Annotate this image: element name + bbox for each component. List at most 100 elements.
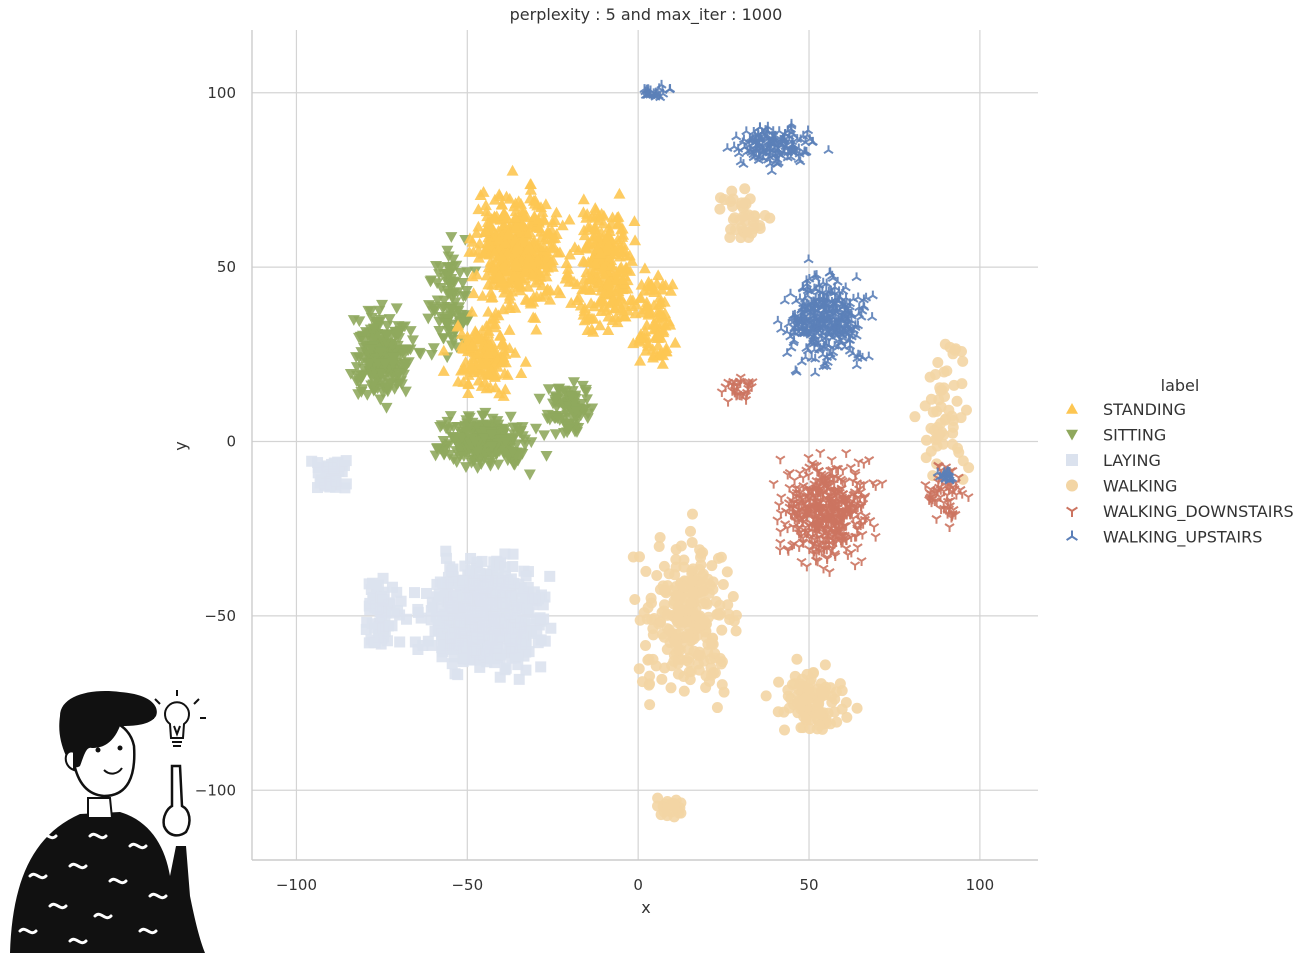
point-standing (594, 247, 607, 259)
point-walking (957, 455, 969, 467)
point-standing (629, 234, 642, 246)
point-walking (727, 591, 739, 603)
point-laying (458, 652, 470, 664)
y-tick-label: −50 (204, 607, 236, 625)
point-walking-downstairs (931, 514, 942, 524)
point-standing (524, 183, 537, 195)
point-standing (457, 363, 470, 375)
point-walking (743, 231, 755, 243)
y-tick-label: 0 (226, 433, 236, 451)
point-sitting (367, 379, 380, 391)
point-walking-downstairs (816, 470, 827, 480)
point-walking (668, 801, 680, 813)
legend-marker-walking (1066, 479, 1078, 492)
point-standing (472, 220, 485, 232)
point-walking (639, 639, 651, 651)
point-standing (497, 354, 510, 366)
point-walking (948, 379, 960, 391)
point-standing (532, 213, 545, 225)
point-walking-upstairs (823, 145, 834, 155)
point-walking (658, 599, 670, 611)
point-sitting (567, 377, 580, 389)
point-walking-downstairs (775, 455, 786, 465)
point-sitting (376, 299, 389, 311)
point-walking-downstairs (723, 397, 734, 407)
point-standing (482, 327, 495, 339)
point-sitting (363, 359, 376, 371)
point-walking-downstairs (849, 532, 861, 542)
point-sitting (445, 340, 458, 352)
point-laying (475, 654, 487, 666)
point-walking-upstairs (821, 352, 833, 362)
point-sitting (353, 316, 366, 328)
point-laying (388, 607, 400, 619)
point-standing (568, 241, 581, 253)
point-walking-downstairs (847, 477, 858, 487)
point-sitting (461, 267, 474, 279)
point-walking-upstairs (851, 272, 862, 282)
point-laying (372, 631, 384, 643)
point-sitting (398, 321, 411, 333)
point-standing (602, 276, 615, 288)
point-standing (509, 211, 522, 223)
point-walking-upstairs (853, 292, 864, 302)
point-laying (489, 657, 501, 669)
point-standing (493, 387, 506, 399)
point-sitting (367, 323, 380, 335)
point-walking-upstairs (803, 254, 814, 264)
point-standing (574, 299, 587, 311)
point-standing (498, 281, 511, 293)
point-walking-downstairs (955, 485, 966, 495)
point-laying (440, 552, 452, 564)
point-laying (461, 641, 473, 653)
point-sitting (424, 276, 437, 288)
point-standing (437, 365, 450, 376)
point-standing (624, 293, 637, 305)
point-sitting (541, 413, 554, 425)
point-standing (562, 263, 575, 274)
x-axis-title: x (641, 898, 650, 917)
point-standing (541, 228, 554, 240)
point-walking (805, 673, 817, 685)
point-sitting (484, 457, 497, 469)
point-standing (605, 259, 618, 271)
point-laying (522, 593, 534, 605)
point-standing (634, 354, 647, 366)
point-standing (578, 314, 591, 326)
point-walking (925, 445, 937, 457)
point-standing (598, 286, 611, 298)
point-laying (415, 612, 427, 624)
point-standing (651, 306, 664, 318)
point-walking-upstairs (800, 137, 811, 147)
point-laying (537, 599, 549, 611)
point-walking-upstairs (828, 301, 839, 311)
point-laying (383, 620, 395, 632)
point-standing (619, 310, 632, 322)
point-standing (600, 304, 613, 315)
point-standing (652, 269, 665, 281)
point-walking-upstairs (722, 143, 733, 153)
point-standing (595, 226, 608, 238)
point-walking (803, 683, 815, 695)
point-laying (364, 597, 376, 609)
point-laying (497, 597, 509, 609)
point-walking-upstairs (772, 154, 783, 164)
point-standing (509, 221, 522, 232)
point-walking-upstairs (867, 312, 878, 322)
point-walking-upstairs (801, 304, 812, 314)
point-standing (546, 216, 559, 228)
point-laying (426, 596, 438, 608)
point-laying (436, 602, 448, 614)
point-walking-downstairs (811, 461, 822, 471)
point-laying (446, 658, 458, 670)
point-walking-upstairs (756, 127, 768, 137)
point-laying (320, 478, 332, 490)
point-sitting (508, 459, 521, 471)
point-walking-upstairs (858, 300, 869, 310)
point-laying (459, 560, 471, 572)
point-standing (623, 265, 636, 276)
point-walking-downstairs (814, 496, 825, 506)
point-walking (678, 685, 690, 697)
point-sitting (392, 329, 405, 341)
point-walking-downstairs (854, 485, 865, 495)
